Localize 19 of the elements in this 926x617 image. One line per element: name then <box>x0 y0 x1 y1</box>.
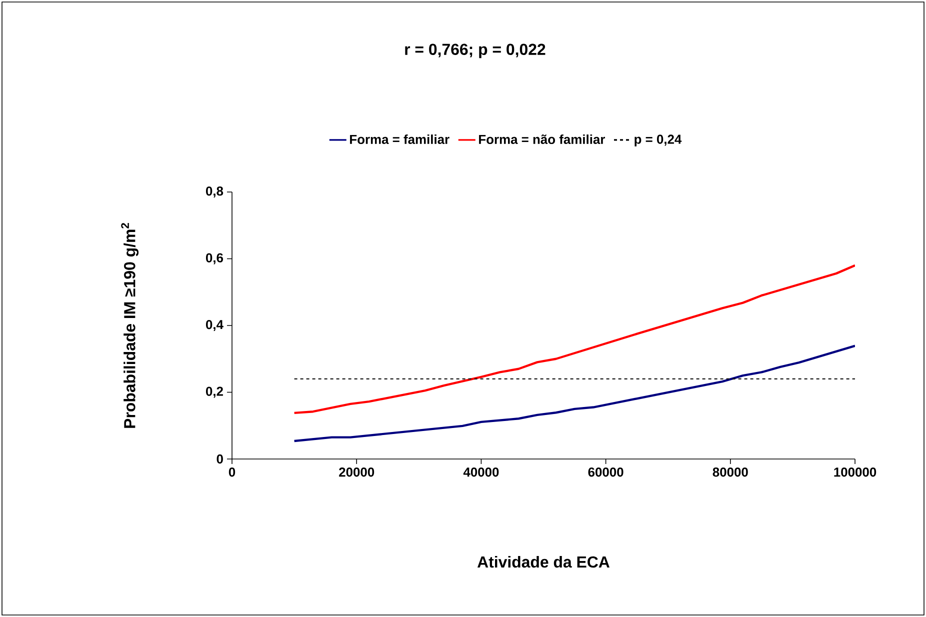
x-tick-label: 0 <box>228 468 236 477</box>
y-tick-label: 0 <box>216 454 223 464</box>
x-tick-label: 80000 <box>712 468 748 477</box>
legend-label: p = 0,24 <box>634 134 682 146</box>
x-tick-label: 20000 <box>339 468 374 477</box>
legend-label: Forma = familiar <box>350 134 450 144</box>
y-axis-title: Probabilidade IM ≥190 g/m$^{2}$ <box>121 223 139 428</box>
line-series <box>293 264 856 414</box>
x-tick-label: 60000 <box>588 468 624 477</box>
x-axis-title: Atividade da ECA <box>477 556 610 568</box>
x-tick-label: 100000 <box>834 468 876 477</box>
x-tick-label: 40000 <box>463 468 499 477</box>
chart-title: r = 0,766; p = 0,022 <box>405 44 546 58</box>
legend-label: Forma = não familiar <box>479 134 606 144</box>
y-tick-label: 0,8 <box>206 186 224 198</box>
y-tick-label: 0,2 <box>206 386 223 398</box>
line-series <box>293 344 856 442</box>
y-tick-label: 0,6 <box>206 253 224 264</box>
y-tick-label: 0,4 <box>206 320 224 332</box>
